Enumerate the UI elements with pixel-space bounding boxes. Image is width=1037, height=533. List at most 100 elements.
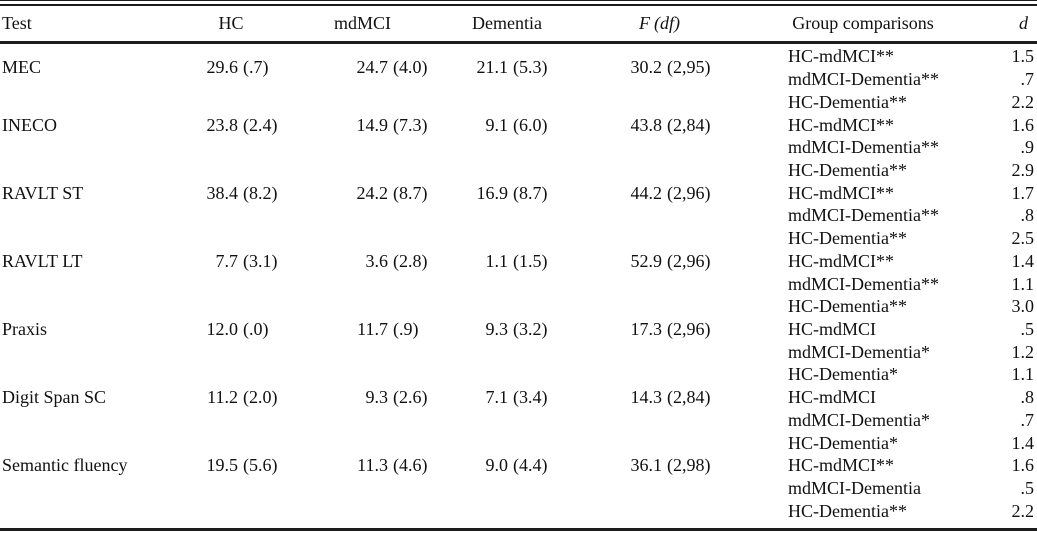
hc-mean: 7.7 (215, 250, 239, 271)
table-row: RAVLT ST 38.4 (8.2) 24.2 (8.7) 16.9 (8.7… (0, 182, 1037, 250)
group-comparison-label: mdMCI-Dementia (788, 478, 921, 499)
effect-size-value: .8 (1020, 387, 1035, 408)
mdmci-sd: (2.8) (393, 250, 428, 271)
group-comparison-label: mdMCI-Dementia** (788, 205, 939, 226)
f-value-cell: 36.1 (2,98) (557, 455, 722, 476)
effect-size-value: 2.2 (1011, 500, 1035, 521)
dementia-sd: (3.4) (513, 387, 548, 408)
f-df-value: (2,96) (667, 182, 711, 203)
header-separator-rule (0, 41, 1037, 44)
mdmci-mean: 3.6 (365, 250, 389, 271)
group-comparison-label: HC-Dementia** (788, 91, 907, 112)
row-line-3: HC-Dementia** 2.9 (0, 159, 1037, 182)
f-value: 44.2 (630, 182, 663, 203)
hc-mean: 19.5 (206, 455, 239, 476)
hc-sd: (2.4) (243, 114, 278, 135)
group-comparison-label: mdMCI-Dementia* (788, 409, 930, 430)
dementia-mean: 16.9 (476, 182, 509, 203)
f-df-value: (2,96) (667, 250, 711, 271)
effect-size-value: 1.4 (1011, 432, 1035, 453)
row-line-3: HC-Dementia** 2.2 (0, 500, 1037, 523)
group-comparison-label: HC-mdMCI (788, 318, 877, 339)
f-statistic-symbol: F (639, 13, 650, 33)
hc-mean: 12.0 (206, 318, 239, 339)
row-line-1: Semantic fluency 19.5 (5.6) 11.3 (4.6) 9… (0, 454, 1037, 477)
row-line-2: mdMCI-Dementia** 1.1 (0, 273, 1037, 296)
dementia-mean: 1.1 (485, 250, 509, 271)
table-row: Digit Span SC 11.2 (2.0) 9.3 (2.6) 7.1 (… (0, 386, 1037, 454)
mdmci-value-cell: 3.6 (2.8) (282, 250, 428, 272)
dementia-value-cell: 9.0 (4.4) (423, 455, 557, 476)
row-line-1: INECO 23.8 (2.4) 14.9 (7.3) 9.1 (6.0) 43… (0, 114, 1037, 137)
test-name: Digit Span SC (2, 387, 107, 408)
effect-size-value: 2.2 (1011, 91, 1035, 112)
degrees-of-freedom-label: (df) (654, 13, 680, 33)
row-line-2: mdMCI-Dementia* 1.2 (0, 341, 1037, 364)
row-line-1: Praxis 12.0 (.0) 11.7 (.9) 9.3 (3.2) 17.… (0, 318, 1037, 341)
effect-size-value: 1.5 (1011, 46, 1035, 67)
group-comparison-label: HC-mdMCI** (788, 182, 895, 203)
hc-value-cell: 19.5 (5.6) (170, 455, 282, 476)
f-value-cell: 30.2 (2,95) (557, 57, 722, 78)
column-header-test: Test (2, 13, 32, 33)
group-comparison-label: mdMCI-Dementia** (788, 69, 939, 90)
f-value: 43.8 (630, 114, 663, 135)
dementia-sd: (3.2) (513, 318, 548, 339)
row-line-3: HC-Dementia** 2.5 (0, 227, 1037, 250)
column-header-hc: HC (218, 13, 244, 33)
effect-size-value: 3.0 (1011, 296, 1035, 317)
hc-sd: (3.1) (243, 250, 278, 271)
hc-sd: (.7) (243, 57, 269, 78)
mdmci-value-cell: 11.3 (4.6) (282, 455, 427, 476)
effect-size-value: 2.5 (1011, 228, 1035, 249)
effect-size-value: 2.9 (1011, 159, 1035, 180)
group-comparison-label: HC-mdMCI** (788, 114, 895, 135)
group-comparison-label: HC-mdMCI** (788, 46, 895, 67)
mdmci-mean: 24.7 (356, 57, 389, 78)
group-comparison-label: mdMCI-Dementia** (788, 273, 939, 294)
dementia-mean: 9.0 (485, 455, 509, 476)
row-line-1: MEC 29.6 (.7) 24.7 (4.0) 21.1 (5.3) 30.2… (0, 46, 1037, 77)
effect-size-value: 1.6 (1011, 455, 1035, 476)
group-comparison-label: mdMCI-Dementia** (788, 137, 939, 158)
dementia-sd: (6.0) (513, 114, 548, 135)
dementia-mean: 21.1 (476, 57, 509, 78)
column-header-effect-size-d: d (1019, 13, 1028, 33)
group-comparison-label: HC-Dementia* (788, 432, 898, 453)
f-value-cell: 44.2 (2,96) (557, 183, 722, 204)
hc-sd: (5.6) (243, 455, 278, 476)
mdmci-sd: (2.6) (393, 387, 428, 408)
effect-size-value: 1.1 (1011, 273, 1035, 294)
group-comparison-label: HC-Dementia** (788, 159, 907, 180)
effect-size-value: 1.7 (1011, 182, 1035, 203)
f-value-cell: 43.8 (2,84) (557, 115, 722, 136)
mdmci-value-cell: 24.7 (4.0) (282, 57, 428, 78)
dementia-sd: (8.7) (513, 182, 548, 203)
hc-mean: 29.6 (206, 57, 239, 78)
f-df-value: (2,95) (667, 57, 711, 78)
table-top-rule (0, 0, 1037, 6)
group-comparison-label: HC-Dementia* (788, 364, 898, 385)
mdmci-value-cell: 11.7 (.9) (282, 319, 423, 340)
row-line-1: Digit Span SC 11.2 (2.0) 9.3 (2.6) 7.1 (… (0, 386, 1037, 409)
f-value-cell: 52.9 (2,96) (557, 251, 722, 272)
row-line-3: HC-Dementia* 1.1 (0, 364, 1037, 387)
mdmci-sd: (7.3) (393, 114, 428, 135)
effect-size-value: 1.2 (1011, 341, 1035, 362)
mdmci-mean: 14.9 (356, 114, 389, 135)
group-comparison-label: HC-mdMCI (788, 387, 877, 408)
group-comparison-label: HC-mdMCI** (788, 250, 895, 271)
hc-mean: 11.2 (207, 387, 238, 408)
column-header-mdmci: mdMCI (333, 13, 391, 33)
dementia-value-cell: 9.1 (6.0) (423, 115, 557, 136)
effect-size-value: .5 (1020, 318, 1035, 339)
column-header-f-df: F (df) (577, 13, 742, 34)
dementia-mean: 9.3 (485, 318, 509, 339)
effect-size-value: .9 (1020, 137, 1035, 158)
hc-value-cell: 38.4 (8.2) (170, 183, 282, 204)
dementia-sd: (1.5) (513, 250, 548, 271)
mdmci-value-cell: 24.2 (8.7) (282, 183, 428, 204)
table-header-row: Test HC mdMCI Dementia F (df) Group compa… (0, 6, 1037, 41)
hc-value-cell: 29.6 (.7) (170, 57, 282, 78)
